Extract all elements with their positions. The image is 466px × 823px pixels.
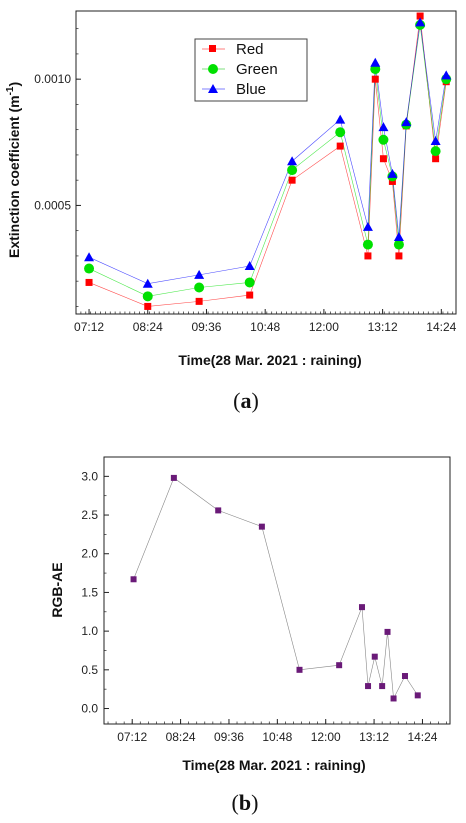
data-point-blue	[387, 168, 398, 178]
data-point-red	[195, 297, 203, 305]
chart-b-y-tick-label: 0.0	[81, 702, 98, 716]
chart-b-x-tick-label: 07:12	[117, 730, 147, 744]
chart-a-x-tick-label: 12:00	[309, 320, 339, 334]
chart-b-x-tick-label: 12:00	[311, 730, 341, 744]
legend-marker-red	[209, 45, 216, 52]
data-point-blue	[370, 57, 381, 67]
data-point-red	[388, 177, 396, 185]
chart-b-y-tick-label: 0.5	[81, 663, 98, 677]
chart-b: 07:12 08:24 09:36 10:48 12:00 13:12 14:24 0.0 0.…	[49, 456, 451, 815]
chart-b-y-tick-label: 2.5	[81, 508, 98, 522]
rgb-ae-point	[401, 673, 408, 680]
chart-b-x-tick-label: 13:12	[359, 730, 389, 744]
data-point-blue	[244, 261, 255, 271]
data-point-green	[244, 277, 255, 288]
data-point-red	[144, 302, 152, 310]
chart-a-x-axis-title: Time(28 Mar. 2021 : raining)	[178, 352, 361, 368]
data-point-green	[84, 263, 95, 274]
chart-b-plot-frame	[103, 456, 451, 725]
chart-a-x-tick-label: 14:24	[426, 320, 456, 334]
data-point-blue	[362, 221, 373, 231]
chart-a: 07:12 08:24 09:36 10:48 12:00 13:12 14:24 0.000…	[5, 10, 457, 413]
legend-marker-blue	[208, 84, 218, 93]
chart-a-legend: Red Green Blue	[194, 38, 308, 102]
chart-a-x-tick-label: 08:24	[133, 320, 163, 334]
data-point-red	[395, 252, 403, 260]
data-point-blue	[142, 278, 153, 288]
chart-a-y-tick-label: 0.0010	[34, 72, 71, 86]
chart-a-x-tick-label: 09:36	[191, 320, 221, 334]
data-point-red	[336, 142, 344, 150]
chart-a-plot-frame	[75, 10, 457, 315]
data-point-red	[432, 155, 440, 163]
data-point-blue	[335, 114, 346, 124]
rgb-ae-point	[215, 507, 222, 514]
chart-b-axes: 07:12 08:24 09:36 10:48 12:00 13:12 14:24 0.0 0.…	[81, 469, 447, 744]
data-point-red	[246, 291, 254, 299]
rgb-ae-point	[336, 662, 343, 669]
rgb-ae-line	[133, 477, 419, 700]
data-point-red	[371, 75, 379, 83]
data-point-green	[362, 239, 373, 250]
data-point-red	[364, 252, 372, 260]
chart-b-x-tick-label: 14:24	[407, 730, 437, 744]
data-point-blue	[194, 269, 205, 279]
rgb-ae-point	[296, 666, 303, 673]
chart-b-x-tick-label: 09:36	[214, 730, 244, 744]
chart-b-y-tick-label: 3.0	[81, 469, 98, 483]
chart-a-panel-label: (a)	[233, 388, 259, 413]
chart-a-series	[84, 12, 452, 310]
data-point-red	[288, 176, 296, 184]
rgb-ae-point	[379, 683, 386, 690]
rgb-ae-point	[384, 628, 391, 635]
chart-b-y-tick-label: 1.5	[81, 585, 98, 599]
data-point-green	[430, 146, 441, 157]
chart-b-x-tick-label: 10:48	[262, 730, 292, 744]
chart-b-y-tick-label: 2.0	[81, 547, 98, 561]
rgb-ae-point	[414, 692, 421, 699]
chart-a-x-tick-label: 10:48	[250, 320, 280, 334]
data-point-blue	[441, 70, 452, 80]
legend-label-blue: Blue	[236, 81, 266, 98]
chart-a-x-tick-label: 13:12	[368, 320, 398, 334]
legend-label-red: Red	[236, 41, 264, 58]
rgb-ae-point	[365, 683, 372, 690]
data-point-blue	[415, 17, 426, 27]
data-point-blue	[393, 231, 404, 241]
chart-b-x-axis-title: Time(28 Mar. 2021 : raining)	[182, 757, 365, 773]
data-point-blue	[401, 117, 412, 127]
data-point-red	[416, 12, 424, 20]
rgb-ae-point	[390, 695, 397, 702]
chart-a-x-tick-label: 07:12	[74, 320, 104, 334]
data-point-red	[85, 278, 93, 286]
data-point-green	[194, 282, 205, 293]
data-point-blue	[430, 136, 441, 146]
data-point-green	[378, 134, 389, 145]
rgb-ae-point	[371, 653, 378, 660]
chart-b-y-tick-label: 1.0	[81, 624, 98, 638]
rgb-ae-point	[358, 604, 365, 611]
rgb-ae-point	[130, 576, 137, 583]
chart-a-y-axis-title: Extinction coefficient (m-1)	[5, 82, 22, 258]
chart-b-series	[130, 474, 421, 702]
legend-marker-green	[208, 64, 218, 74]
data-point-green	[335, 127, 346, 138]
data-point-blue	[84, 252, 95, 262]
legend-label-green: Green	[236, 61, 278, 78]
chart-b-panel-label: (b)	[232, 790, 259, 815]
chart-a-axes: 07:12 08:24 09:36 10:48 12:00 13:12 14:24 0.000…	[34, 28, 457, 334]
rgb-ae-point	[258, 523, 265, 530]
data-point-green	[142, 291, 153, 302]
chart-b-x-tick-label: 08:24	[166, 730, 196, 744]
data-point-red	[379, 155, 387, 163]
chart-a-y-tick-label: 0.0005	[34, 198, 71, 212]
data-point-green	[287, 165, 298, 176]
data-point-blue	[378, 122, 389, 132]
rgb-ae-point	[170, 474, 177, 481]
chart-b-y-axis-title: RGB-AE	[49, 562, 65, 617]
data-point-green	[393, 239, 404, 250]
data-point-blue	[287, 156, 298, 166]
